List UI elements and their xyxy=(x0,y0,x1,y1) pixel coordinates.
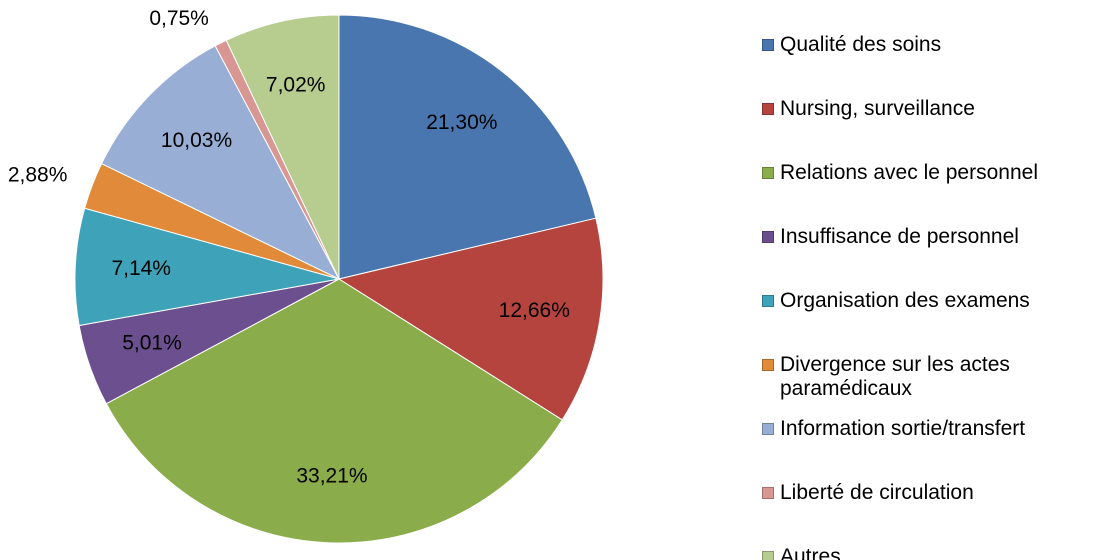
legend-item: Nursing, surveillance xyxy=(760,97,1105,121)
pie-slice xyxy=(338,14,597,280)
data-label: 7,14% xyxy=(111,257,171,280)
legend-item: Divergence sur les actes paramédicaux xyxy=(760,353,1105,401)
legend-swatch xyxy=(762,423,774,435)
data-label: 12,66% xyxy=(499,299,570,322)
pie-area: 21,30% 12,66% 33,21% 5,01% 7,14% 2,88% 10,03% 0… xyxy=(8,7,604,544)
legend-swatch xyxy=(762,487,774,499)
legend-item: Qualité des soins xyxy=(760,33,1105,57)
legend: Qualité des soins Nursing, surveillance Re… xyxy=(760,0,1105,560)
legend-label: Organisation des examens xyxy=(780,289,1030,312)
data-label: 5,01% xyxy=(122,332,182,355)
pie-slice xyxy=(100,45,341,281)
data-label: 33,21% xyxy=(296,464,367,487)
legend-swatch xyxy=(762,167,774,179)
legend-swatch xyxy=(762,359,774,371)
legend-label: Nursing, surveillance xyxy=(780,97,975,120)
legend-label: Divergence sur les actes paramédicaux xyxy=(780,353,1010,400)
data-label: 2,88% xyxy=(8,164,68,187)
legend-item: Insuffisance de personnel xyxy=(760,225,1105,249)
legend-item: Information sortie/transfert xyxy=(760,417,1105,441)
legend-label: Information sortie/transfert xyxy=(780,417,1026,440)
legend-swatch xyxy=(762,295,774,307)
pie-slice xyxy=(74,207,340,327)
pie-slice xyxy=(337,217,604,421)
legend-swatch xyxy=(762,103,774,115)
data-label: 7,02% xyxy=(266,73,326,96)
pie-slice xyxy=(105,278,563,544)
legend-label: Qualité des soins xyxy=(780,33,942,56)
legend-item: Relations avec le personnel xyxy=(760,161,1105,185)
data-label: 0,75% xyxy=(149,7,209,30)
pie-slice xyxy=(225,14,340,280)
legend-label: Relations avec le personnel xyxy=(780,161,1038,184)
legend-item: Autres xyxy=(760,545,1105,560)
legend-label: Autres xyxy=(780,545,841,560)
legend-swatch xyxy=(762,551,774,560)
legend-item: Liberté de circulation xyxy=(760,481,1105,505)
data-label: 21,30% xyxy=(426,111,497,134)
legend-item: Organisation des examens xyxy=(760,289,1105,313)
data-label: 10,03% xyxy=(161,129,232,152)
legend-swatch xyxy=(762,231,774,243)
legend-label: Insuffisance de personnel xyxy=(780,225,1019,248)
legend-swatch xyxy=(762,39,774,51)
legend-label: Liberté de circulation xyxy=(780,481,974,504)
